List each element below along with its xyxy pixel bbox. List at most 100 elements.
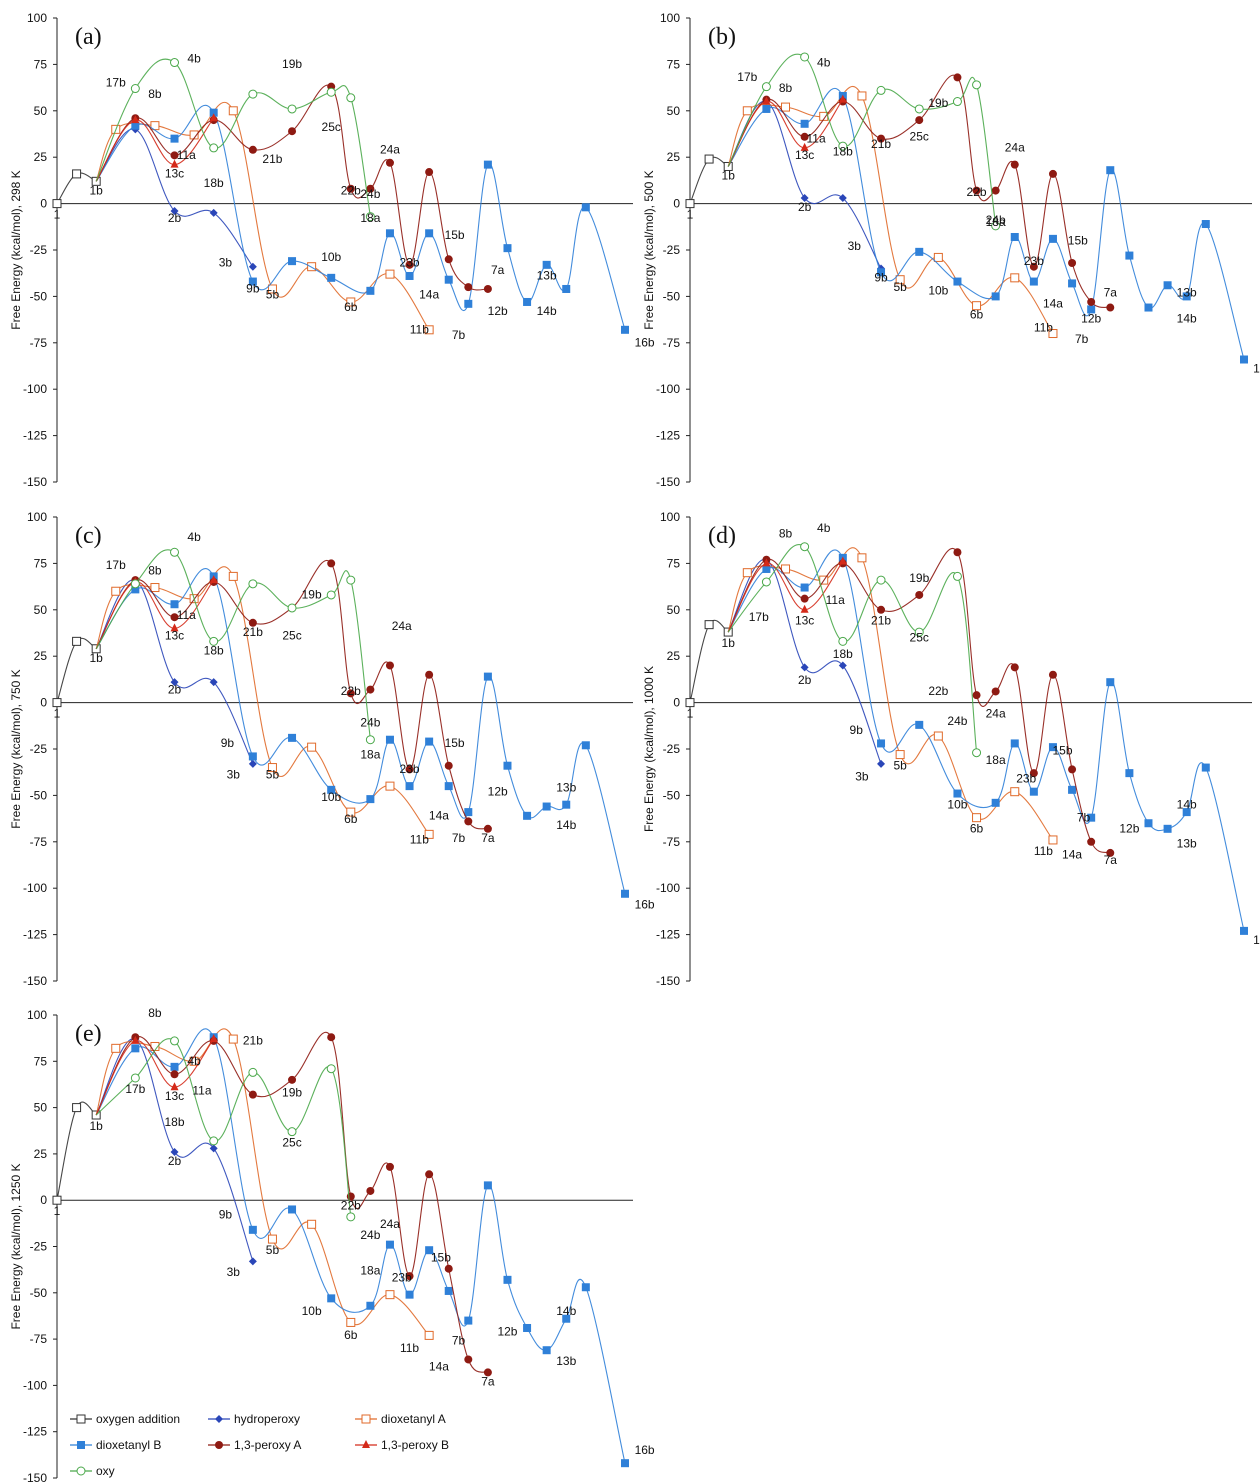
data-point: [801, 53, 809, 61]
legend-item-dioxetanyl-a: dioxetanyl A: [355, 1412, 446, 1426]
point-label-2b: 2b: [168, 211, 182, 225]
point-label-24a: 24a: [380, 142, 400, 156]
y-tick-label: 0: [40, 197, 47, 211]
data-point: [992, 292, 1000, 300]
data-point: [503, 244, 511, 252]
data-point: [229, 1035, 237, 1043]
legend-item-oxygen-addition: oxygen addition: [70, 1412, 180, 1426]
series-line-oxy: [96, 1039, 351, 1217]
y-tick-label: -150: [23, 974, 47, 988]
series-line-dioxetanyl-a: [728, 548, 1053, 840]
series-1-3-peroxy-a: [96, 1032, 492, 1376]
data-point: [288, 734, 296, 742]
point-label-22b: 22b: [341, 684, 361, 698]
series-line-oxy: [96, 59, 370, 217]
y-tick-label: 25: [667, 649, 681, 663]
point-label-10b: 10b: [321, 790, 341, 804]
y-tick-label: -125: [656, 429, 680, 443]
data-point: [327, 1033, 335, 1041]
data-point: [249, 580, 257, 588]
data-point: [131, 85, 139, 93]
point-label-14b: 14b: [1177, 311, 1197, 325]
legend-marker: [77, 1441, 85, 1449]
data-point: [288, 105, 296, 113]
data-point: [953, 790, 961, 798]
point-label-13c: 13c: [795, 614, 814, 628]
data-point: [953, 73, 961, 81]
data-point: [366, 1302, 374, 1310]
point-label-23b: 23b: [400, 762, 420, 776]
data-point: [288, 257, 296, 265]
chart-panel-a: 1007550250-25-50-75-100-125-150Free Ener…: [9, 11, 655, 489]
point-label-21b: 21b: [262, 152, 282, 166]
legend-marker: [215, 1441, 223, 1449]
data-point: [171, 135, 179, 143]
y-tick-label: 0: [40, 1193, 47, 1207]
point-label-14a: 14a: [1043, 297, 1063, 311]
data-point: [366, 686, 374, 694]
data-point: [1087, 298, 1095, 306]
data-point: [151, 584, 159, 592]
point-label-5b: 5b: [266, 287, 280, 301]
data-point: [308, 743, 316, 751]
point-label-4b: 4b: [187, 530, 201, 544]
data-point: [1087, 838, 1095, 846]
y-tick-label: -100: [656, 382, 680, 396]
point-label-4b: 4b: [187, 52, 201, 66]
data-point: [839, 637, 847, 645]
data-point: [347, 1213, 355, 1221]
point-label-17b: 17b: [737, 70, 757, 84]
data-point: [543, 1346, 551, 1354]
y-axis-label: Free Energy (kcal/mol), 298 K: [9, 170, 23, 329]
point-label-13b: 13b: [1177, 285, 1197, 299]
y-tick-label: 75: [667, 57, 681, 71]
point-label-7b: 7b: [452, 831, 466, 845]
point-label-15b: 15b: [1053, 744, 1073, 758]
data-point: [621, 890, 629, 898]
data-point: [386, 782, 394, 790]
data-point: [406, 782, 414, 790]
y-tick-label: 75: [34, 556, 48, 570]
point-label-16b: 16b: [635, 1443, 655, 1457]
data-point: [386, 270, 394, 278]
legend-item-dioxetanyl-b: dioxetanyl B: [70, 1438, 161, 1452]
data-point: [73, 170, 81, 178]
data-point: [582, 741, 590, 749]
data-point: [445, 276, 453, 284]
y-tick-label: 100: [27, 11, 47, 25]
point-label-9b: 9b: [219, 1208, 233, 1222]
y-tick-label: 50: [667, 603, 681, 617]
data-point: [1049, 170, 1057, 178]
data-point: [1144, 819, 1152, 827]
point-label-17b: 17b: [106, 558, 126, 572]
data-point: [425, 671, 433, 679]
data-point: [973, 814, 981, 822]
point-label-13c: 13c: [795, 148, 814, 162]
data-point: [131, 580, 139, 588]
data-point: [953, 548, 961, 556]
data-point: [288, 1076, 296, 1084]
point-label-19b: 19b: [282, 57, 302, 71]
data-point: [1049, 836, 1057, 844]
data-point: [464, 808, 472, 816]
data-point: [445, 255, 453, 263]
legend-marker: [77, 1415, 85, 1423]
data-point: [743, 107, 751, 115]
point-label-14a: 14a: [429, 1360, 449, 1374]
point-label-4b: 4b: [817, 55, 831, 69]
legend-label: dioxetanyl B: [96, 1438, 161, 1452]
y-tick-label: -100: [23, 1378, 47, 1392]
point-label-7b: 7b: [1077, 810, 1091, 824]
data-point: [934, 732, 942, 740]
y-tick-label: 100: [27, 510, 47, 524]
point-label-19b: 19b: [302, 588, 322, 602]
series-oxygen-addition: [53, 637, 100, 706]
data-point: [366, 736, 374, 744]
y-tick-label: 25: [34, 150, 48, 164]
y-axis-label: Free Energy (kcal/mol), 1250 K: [9, 1163, 23, 1329]
data-point: [973, 81, 981, 89]
point-label-14a: 14a: [429, 809, 449, 823]
y-tick-label: -25: [663, 742, 681, 756]
point-label-18a: 18a: [360, 747, 380, 761]
data-point: [582, 1283, 590, 1291]
